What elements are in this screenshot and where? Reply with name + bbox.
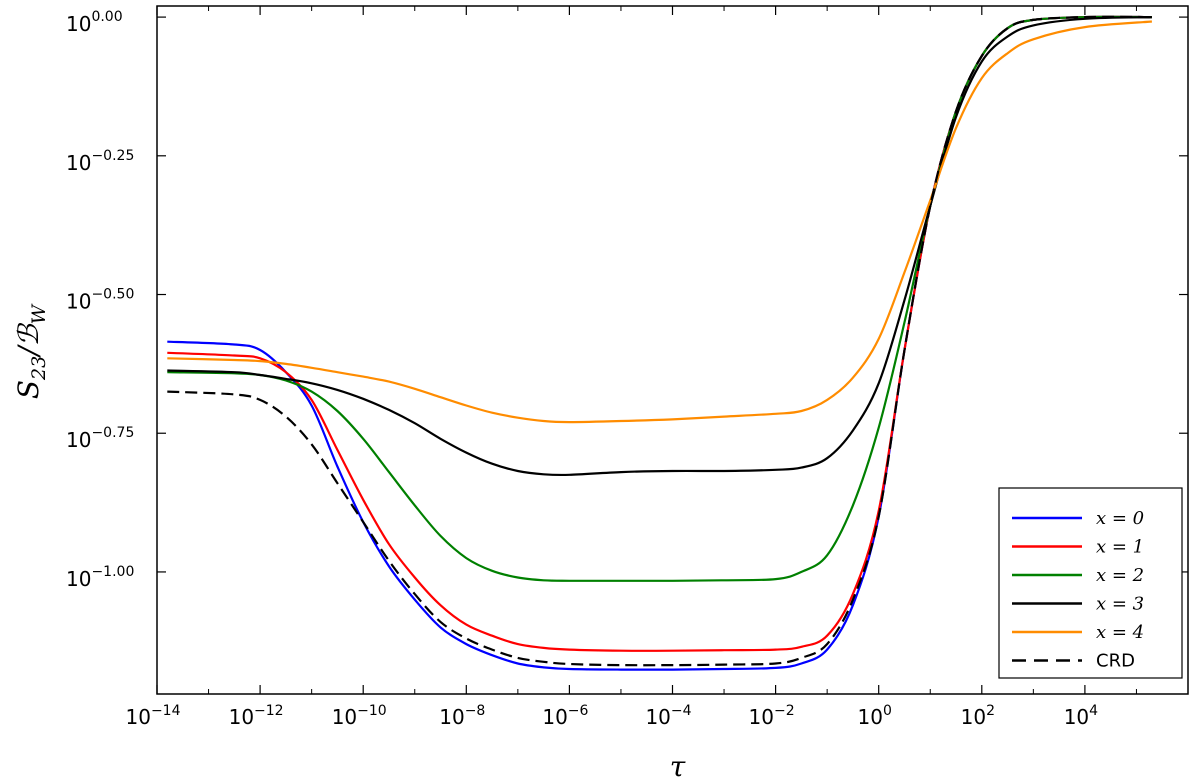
- y-tick-label: 10−0.50: [66, 287, 134, 314]
- x-tick-label: 10−14: [126, 703, 181, 729]
- legend-label: x = 3: [1096, 594, 1144, 615]
- x-axis-label-text: τ: [670, 750, 686, 778]
- legend-label: x = 1: [1096, 537, 1144, 558]
- series-line-x-4: [167, 20, 1152, 424]
- x-tick-label: 100: [858, 703, 892, 729]
- series-line-x-3: [167, 16, 1152, 477]
- axis-ticks: 10−14 10−12 10−10 10−8 10−6 10−4 10−2 100 102 104…: [66, 6, 1188, 729]
- legend-label: CRD: [1096, 651, 1135, 672]
- x-tick-label: 104: [1064, 703, 1098, 729]
- legend-box: [998, 487, 1183, 679]
- y-axis-label-text: S23/ℬW: [12, 303, 50, 399]
- x-tick-label: 10−8: [439, 703, 485, 729]
- x-tick-label: 10−12: [229, 703, 284, 729]
- legend-label: x = 4: [1096, 622, 1144, 643]
- y-tick-label: 10−1.00: [66, 564, 134, 591]
- y-tick-label: 100.00: [66, 9, 123, 36]
- x-axis-label: τ: [670, 750, 686, 778]
- legend-label: x = 0: [1096, 508, 1144, 529]
- y-tick-label: 10−0.75: [66, 425, 134, 452]
- x-tick-label: 102: [961, 703, 995, 729]
- legend: x = 0 x = 1 x = 2 x = 3 x = 4 CRD: [998, 487, 1183, 679]
- x-tick-label: 10−4: [645, 703, 691, 729]
- y-tick-label: 10−0.25: [66, 148, 134, 175]
- series-lines: [167, 15, 1152, 671]
- y-axis-label: S23/ℬW: [12, 303, 50, 399]
- legend-label: x = 2: [1096, 565, 1144, 586]
- x-tick-label: 10−2: [749, 703, 795, 729]
- x-tick-label: 10−10: [332, 703, 387, 729]
- x-tick-label: 10−6: [542, 703, 588, 729]
